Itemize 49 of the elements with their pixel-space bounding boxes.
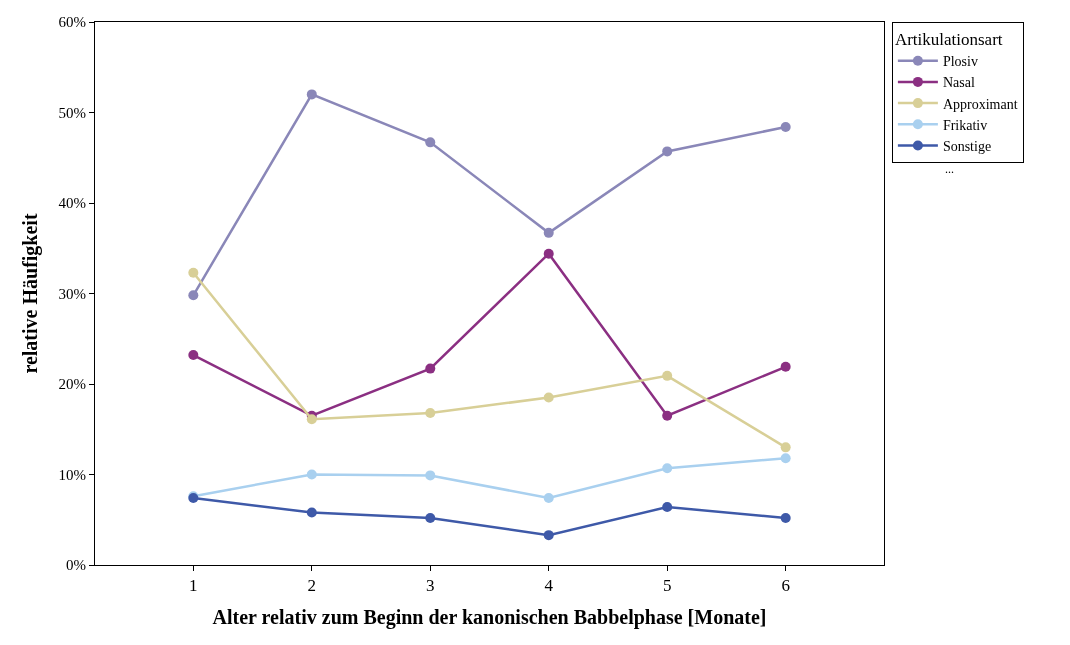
legend-label: Sonstige [942,138,992,154]
y-tick-label: 60% [58,14,86,31]
y-tick-label: 30% [58,285,86,302]
point [780,442,791,453]
point [543,392,554,403]
legend-label: Approximant [942,96,1018,112]
point [780,512,791,523]
x-axis-title: Alter relativ zum Beginn der kanonischen Babbelphase [Monate] [212,605,767,629]
x-tick-label: 4 [544,576,554,596]
point [188,350,199,361]
point [780,121,791,132]
point [306,469,317,480]
point [306,414,317,425]
y-tick-label: 10% [58,466,86,483]
legend-label: Plosiv [942,54,978,70]
point [662,502,673,513]
x-tick-label: 5 [662,576,672,596]
point [306,89,317,100]
point [543,248,554,259]
point [425,512,436,523]
legend-label: Nasal [942,75,975,91]
y-tick-label: 40% [58,195,86,212]
point [306,507,317,518]
point [425,470,436,481]
point [662,463,673,474]
y-tick-label: 0% [66,557,86,574]
point [425,407,436,418]
y-tick-label: 20% [58,376,86,393]
point [543,227,554,238]
x-tick-label: 3 [426,576,435,596]
point [543,493,554,504]
point [662,146,673,157]
point [662,410,673,421]
legend-label: Frikativ [942,117,988,133]
y-axis-title: relative Häufigkeit [19,213,42,374]
point [188,290,199,301]
point [188,267,199,278]
text: ... [945,162,954,176]
point [780,361,791,372]
point [780,453,791,464]
x-tick-label: 6 [781,576,790,596]
x-tick-label: 1 [189,576,198,596]
y-tick-label: 50% [58,104,86,121]
x-tick-label: 2 [307,576,317,596]
point [425,363,436,374]
legend-title: Artikulationsart [894,30,1003,50]
point [543,530,554,541]
point [425,137,436,148]
point [662,370,673,381]
